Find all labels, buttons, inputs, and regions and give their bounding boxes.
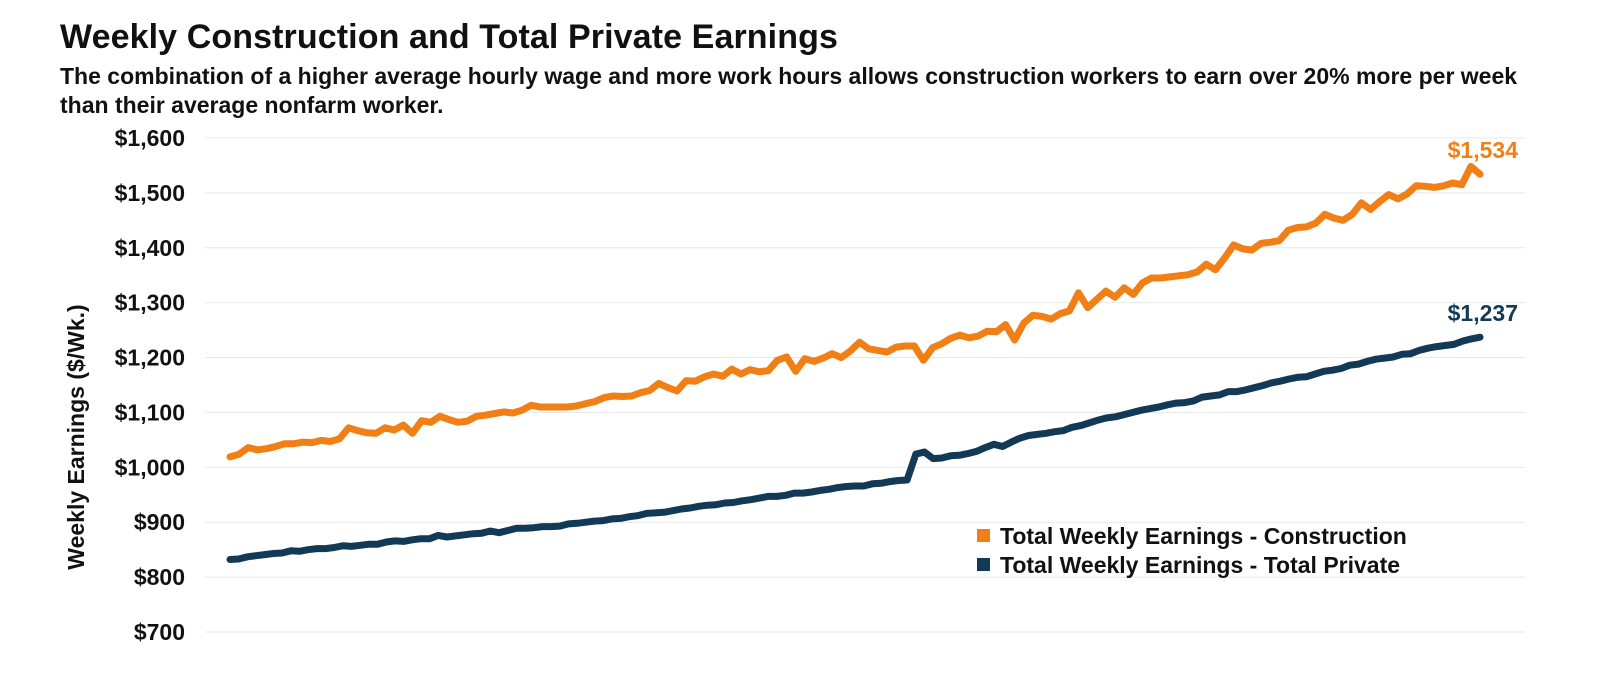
legend-entry: Total Weekly Earnings - Construction — [1000, 523, 1407, 549]
chart-subtitle: The combination of a higher average hour… — [60, 63, 1518, 118]
y-tick-label: $1,100 — [115, 399, 185, 425]
series-lines — [226, 163, 1484, 563]
y-axis-title: Weekly Earnings ($/Wk.) — [63, 304, 89, 569]
series-line-construction — [226, 163, 1484, 461]
gridlines — [205, 137, 1525, 633]
chart-title: Weekly Construction and Total Private Ea… — [60, 18, 838, 56]
y-tick-label: $1,200 — [115, 345, 185, 371]
y-axis-tick-labels: $700 $800 $900 $1,000 $1,100 $1,200 $1,300 $1,4… — [115, 125, 185, 645]
legend: Total Weekly Earnings - Construction Tota… — [977, 523, 1407, 578]
legend-swatch — [977, 529, 990, 542]
legend-swatch — [977, 558, 990, 571]
end-label-total-private: $1,237 — [1448, 300, 1518, 326]
legend-entry: Total Weekly Earnings - Total Private — [1000, 552, 1400, 578]
series-end-labels: $1,534 $1,237 — [1448, 137, 1519, 326]
y-tick-label: $1,000 — [115, 454, 185, 480]
y-tick-label: $1,500 — [115, 180, 185, 206]
y-tick-label: $800 — [134, 564, 185, 590]
y-tick-label: $1,600 — [115, 125, 185, 151]
y-tick-label: $1,300 — [115, 290, 185, 316]
y-tick-label: $900 — [134, 509, 185, 535]
end-label-construction: $1,534 — [1448, 137, 1519, 163]
series-line-total-private — [226, 333, 1484, 563]
y-tick-label: $700 — [134, 619, 185, 645]
y-tick-label: $1,400 — [115, 235, 185, 261]
